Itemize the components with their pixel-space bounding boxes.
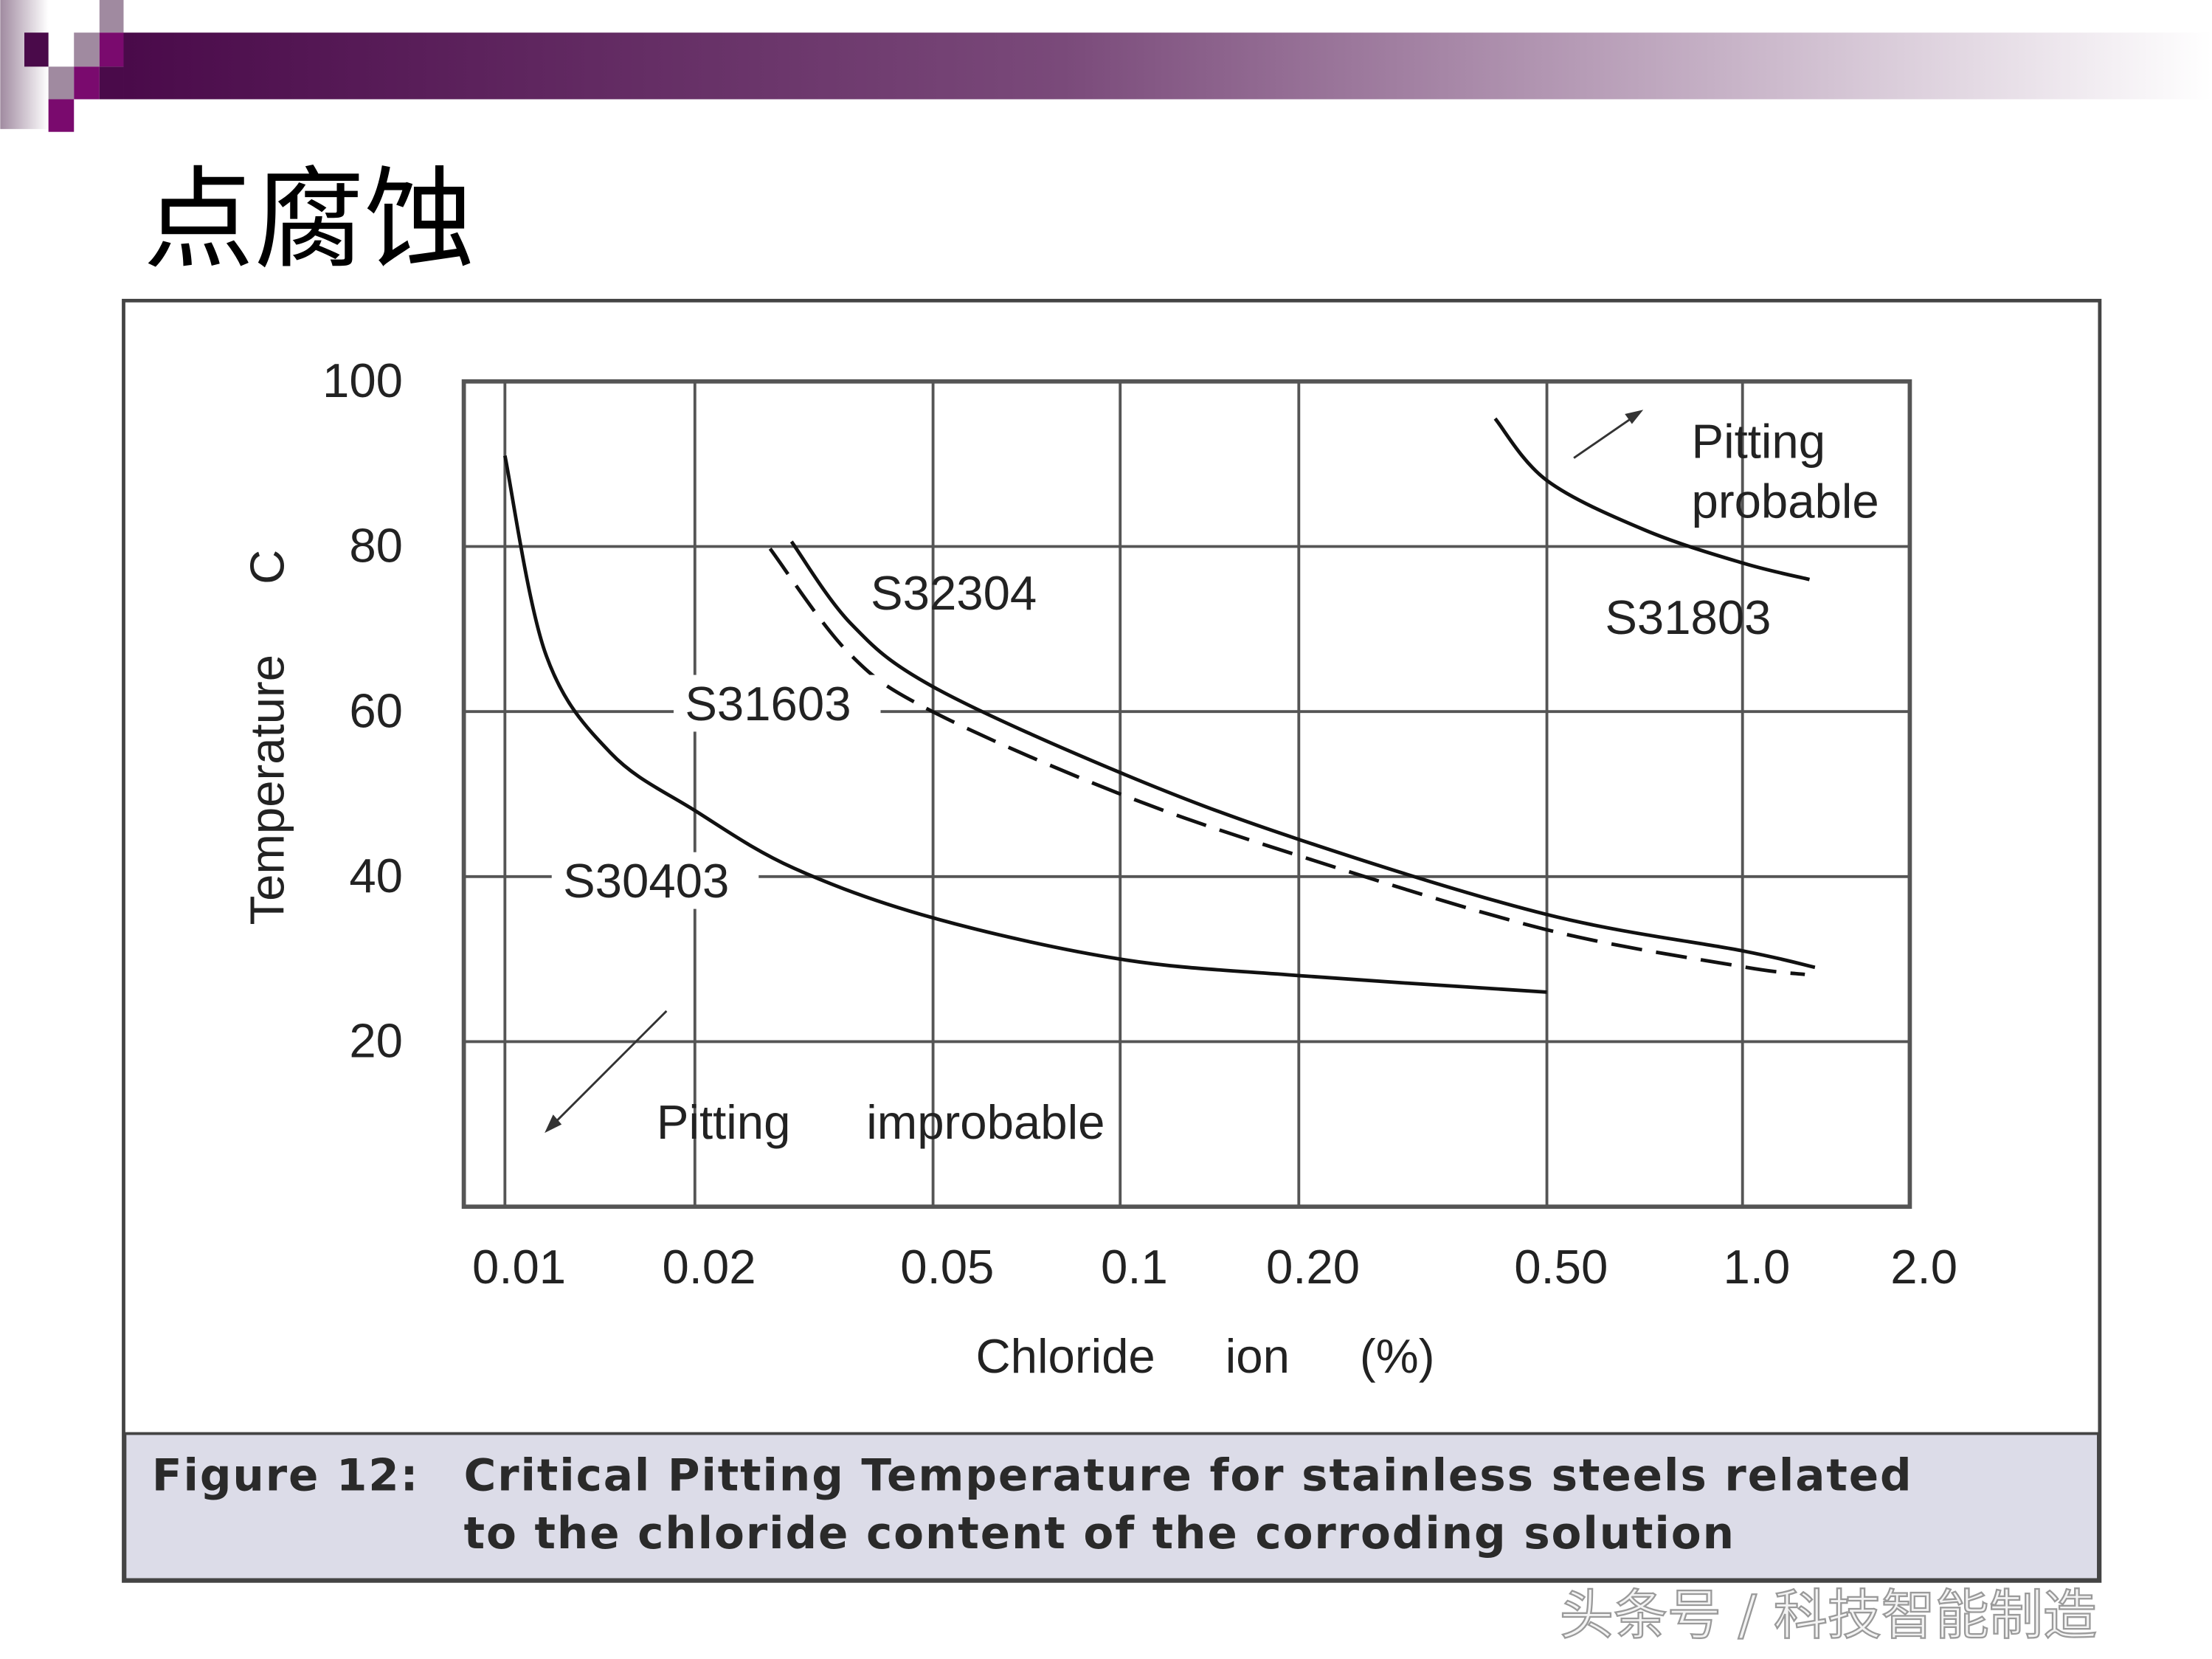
- series-line-S30403: [502, 455, 1547, 994]
- x-tick-label: 0.20: [1266, 1240, 1360, 1294]
- tick-labels: 0.01 0.02 0.05 0.1 0.20 0.50 1.0 2.0 20 40 60 80 100: [322, 353, 1957, 1294]
- figure-frame: [122, 298, 2102, 1583]
- y-tick-label: 60: [349, 683, 403, 737]
- series-labels: S30403 S32304 S31603 S31803: [551, 566, 1772, 909]
- annotation-pitting-probable-1: Pitting: [1692, 415, 1826, 469]
- annotation-pitting-improbable-1: Pitting: [657, 1095, 791, 1149]
- caption-label: Figure 12:: [152, 1450, 419, 1501]
- watermark: 头条号 / 科技智能制造: [1560, 1584, 2097, 1646]
- series-line-S32304: [789, 540, 1816, 970]
- y-tick-label: 100: [322, 353, 403, 407]
- series-label-S31803: S31803: [1605, 590, 1771, 644]
- arrow-improbable-icon: [549, 1010, 668, 1128]
- arrowhead-improbable-icon: [545, 1114, 562, 1134]
- y-tick-label: 40: [349, 849, 403, 903]
- x-tick-label: 0.01: [472, 1240, 566, 1294]
- x-tick-label: 0.02: [662, 1240, 756, 1294]
- annotation-pitting-probable-2: probable: [1692, 474, 1879, 528]
- caption-band: [123, 1432, 2100, 1582]
- x-axis-label: Chloride ion (%): [976, 1329, 1435, 1383]
- caption-line-1: Critical Pitting Temperature for stainle…: [464, 1450, 1913, 1501]
- y-tick-label: 80: [349, 519, 403, 573]
- header-decoration: [0, 0, 2212, 132]
- series-line-S31803: [1493, 417, 1811, 582]
- series-line-S31603: [768, 547, 1805, 976]
- series-label-S31603: S31603: [685, 677, 851, 731]
- label-background: [551, 852, 759, 909]
- slide-title: 点腐蚀: [143, 156, 475, 285]
- arrowhead-probable-icon: [1625, 410, 1644, 424]
- y-tick-label: 20: [349, 1014, 403, 1068]
- annotation-pitting-improbable-2: improbable: [866, 1095, 1105, 1149]
- curves: [502, 417, 1816, 994]
- y-axis-label: Temperature C: [241, 550, 294, 925]
- series-label-S30403: S30403: [563, 854, 729, 908]
- cpt-chart: 0.01 0.02 0.05 0.1 0.20 0.50 1.0 2.0 20 40 60 80 100…: [322, 353, 1957, 1294]
- x-tick-label: 2.0: [1890, 1240, 1957, 1294]
- arrow-probable-icon: [1573, 413, 1639, 459]
- label-background: [673, 675, 881, 732]
- x-tick-label: 0.50: [1514, 1240, 1608, 1294]
- x-tick-label: 1.0: [1724, 1240, 1791, 1294]
- series-label-S32304: S32304: [871, 566, 1037, 620]
- caption-line-2: to the chloride content of the corroding…: [464, 1508, 1735, 1559]
- x-tick-label: 0.1: [1101, 1240, 1168, 1294]
- x-tick-label: 0.05: [900, 1240, 994, 1294]
